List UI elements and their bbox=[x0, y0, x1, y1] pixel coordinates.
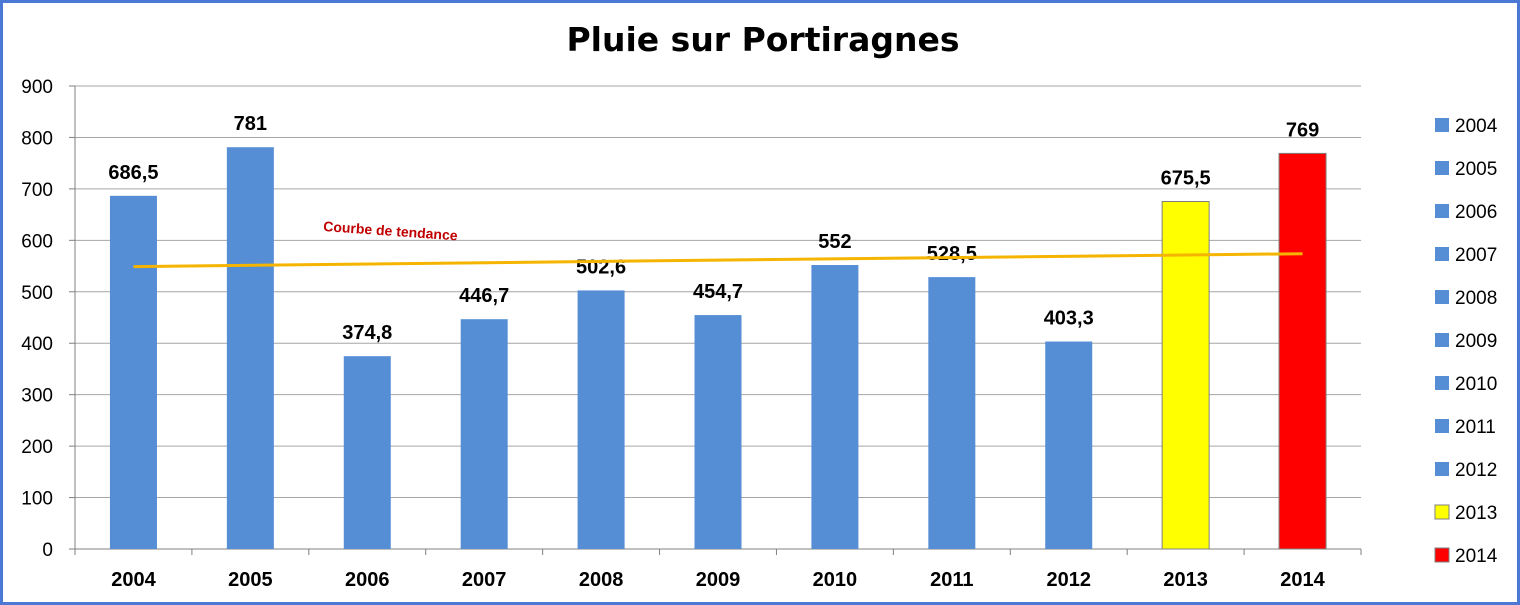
bar bbox=[811, 265, 859, 549]
legend-label: 2009 bbox=[1455, 331, 1497, 352]
bar bbox=[109, 195, 157, 549]
bar bbox=[1278, 152, 1327, 550]
legend-swatch bbox=[1435, 419, 1449, 433]
legend-swatch bbox=[1435, 290, 1449, 304]
data-label: 781 bbox=[234, 113, 267, 135]
legend-swatch bbox=[1435, 333, 1449, 347]
legend-label: 2006 bbox=[1455, 202, 1497, 223]
x-axis: 2004 2005 2006 2007 2008 2009 2010 2011 2012 2013… bbox=[74, 549, 1362, 591]
data-label: 686,5 bbox=[108, 162, 158, 184]
y-tick-label: 300 bbox=[21, 386, 53, 407]
legend-label: 2004 bbox=[1455, 116, 1498, 137]
y-tick-label: 900 bbox=[21, 77, 53, 98]
x-tick-label: 2006 bbox=[345, 569, 390, 591]
x-tick-label: 2014 bbox=[1280, 569, 1325, 591]
rainfall-bar-chart: Pluie sur Portiragnes 0 100 200 300 400 500 60… bbox=[21, 20, 1498, 591]
legend-label: 2008 bbox=[1455, 288, 1497, 309]
x-tick-label: 2008 bbox=[579, 569, 624, 591]
legend: 2004 2005 2006 2007 2008 2009 2010 2011 2012 2013… bbox=[1434, 116, 1498, 567]
data-labels: 686,5781374,8446,7502,6454,7552528,5403,… bbox=[108, 113, 1319, 344]
legend-label: 2013 bbox=[1455, 503, 1497, 524]
data-label: 552 bbox=[818, 231, 851, 253]
legend-label: 2012 bbox=[1455, 460, 1497, 481]
x-tick-label: 2004 bbox=[111, 569, 156, 591]
legend-swatch bbox=[1435, 204, 1449, 218]
data-label: 374,8 bbox=[342, 322, 392, 344]
y-tick-label: 800 bbox=[21, 128, 53, 149]
y-tick-label: 500 bbox=[21, 283, 53, 304]
bar bbox=[226, 147, 274, 550]
bar bbox=[1045, 341, 1093, 549]
y-tick-label: 700 bbox=[21, 180, 53, 201]
x-tick-label: 2010 bbox=[813, 569, 858, 591]
legend-label: 2005 bbox=[1455, 159, 1497, 180]
x-tick-label: 2007 bbox=[462, 569, 507, 591]
bar bbox=[1161, 200, 1210, 550]
chart-title: Pluie sur Portiragnes bbox=[567, 20, 960, 59]
legend-swatch bbox=[1435, 247, 1449, 261]
legend-label: 2011 bbox=[1455, 417, 1496, 438]
trendline: Courbe de tendance bbox=[133, 218, 1303, 269]
data-label: 528,5 bbox=[927, 243, 977, 265]
data-label: 403,3 bbox=[1044, 308, 1094, 330]
y-tick-label: 200 bbox=[21, 437, 53, 458]
bar bbox=[577, 290, 625, 549]
y-tick-label: 400 bbox=[21, 334, 53, 355]
data-label: 769 bbox=[1286, 119, 1319, 141]
legend-label: 2010 bbox=[1455, 374, 1497, 395]
bar bbox=[343, 356, 391, 549]
bar bbox=[460, 319, 508, 549]
legend-label: 2007 bbox=[1455, 245, 1497, 266]
legend-label: 2014 bbox=[1455, 546, 1498, 567]
x-tick-label: 2011 bbox=[930, 569, 973, 591]
legend-swatch bbox=[1434, 547, 1450, 563]
bar bbox=[928, 277, 976, 549]
trendline-label: Courbe de tendance bbox=[323, 218, 459, 243]
data-label: 446,7 bbox=[459, 285, 509, 307]
legend-swatch bbox=[1435, 462, 1449, 476]
data-label: 454,7 bbox=[693, 281, 743, 303]
y-tick-label: 100 bbox=[21, 489, 53, 510]
bar bbox=[694, 315, 742, 549]
legend-swatch bbox=[1435, 161, 1449, 175]
legend-swatch bbox=[1435, 118, 1449, 132]
x-tick-label: 2012 bbox=[1046, 569, 1091, 591]
bars bbox=[109, 147, 1327, 550]
trend-line bbox=[133, 252, 1303, 269]
y-axis: 0 100 200 300 400 500 600 700 800 900 bbox=[21, 77, 76, 561]
legend-swatch bbox=[1435, 376, 1449, 390]
x-tick-label: 2009 bbox=[696, 569, 741, 591]
x-tick-label: 2013 bbox=[1163, 569, 1208, 591]
y-tick-label: 600 bbox=[21, 231, 53, 252]
data-label: 675,5 bbox=[1161, 167, 1211, 189]
x-tick-label: 2005 bbox=[228, 569, 273, 591]
legend-swatch bbox=[1434, 504, 1450, 520]
y-tick-label: 0 bbox=[42, 540, 53, 561]
